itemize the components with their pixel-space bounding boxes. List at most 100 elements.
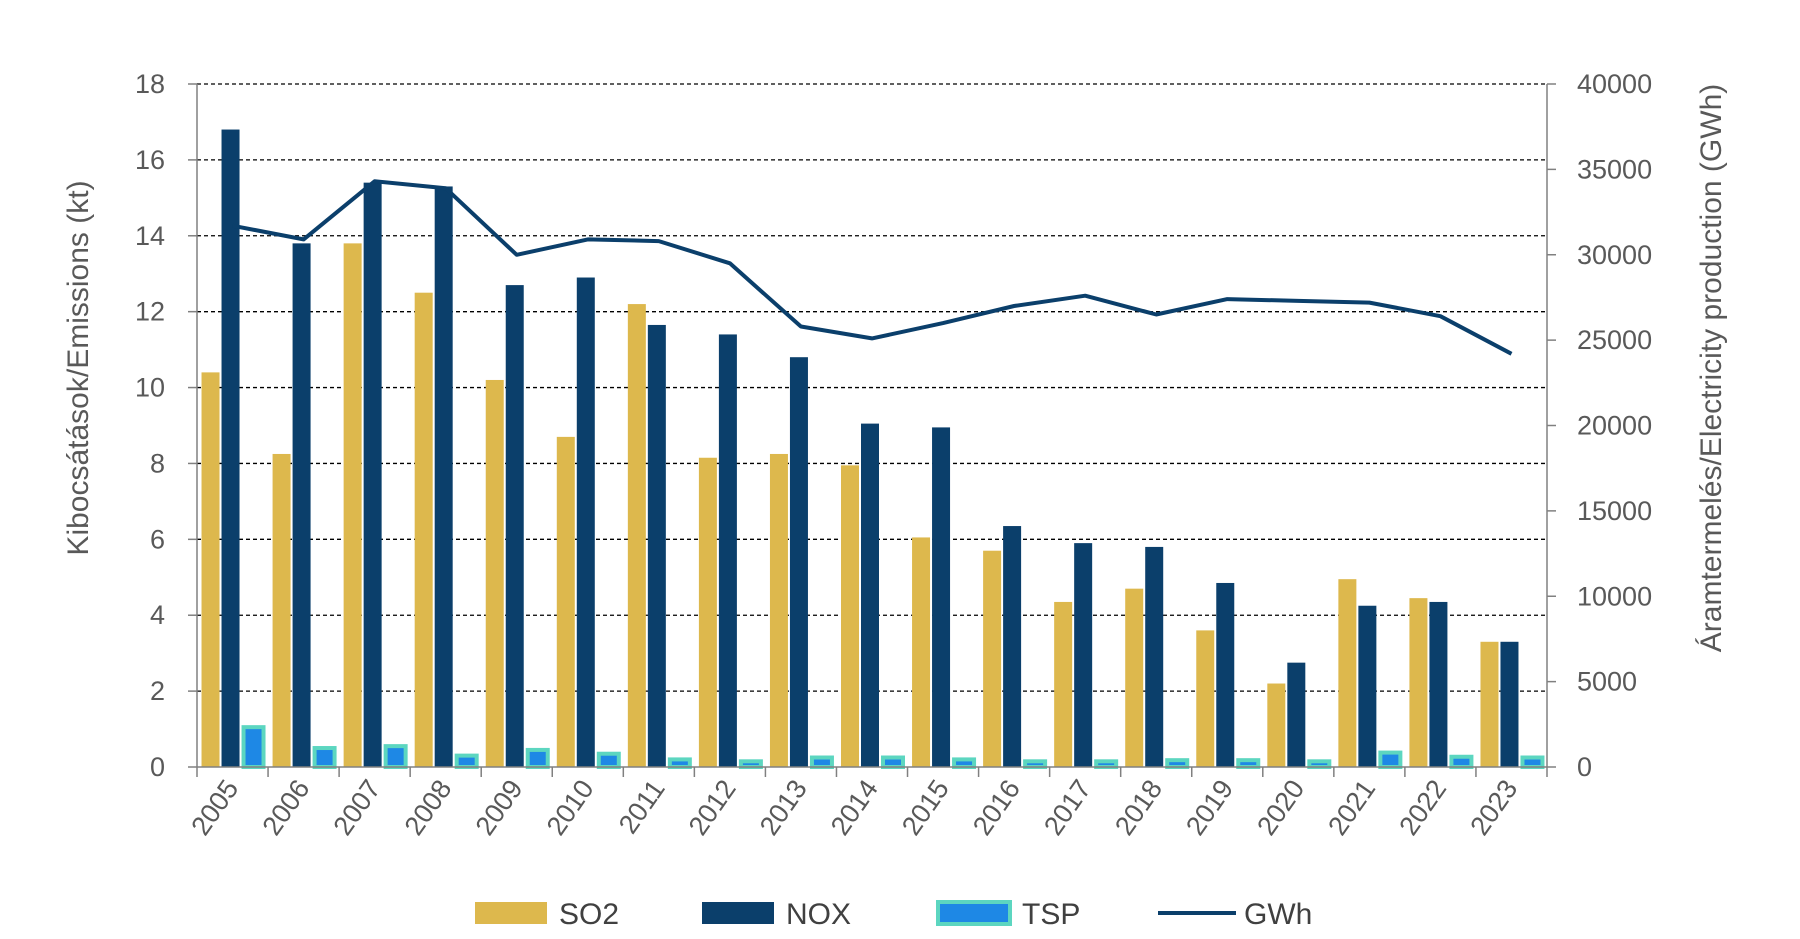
x-tick-label: 2018	[1109, 774, 1168, 840]
x-tick-label: 2016	[967, 774, 1026, 840]
legend-swatch-tsp	[936, 900, 1012, 926]
left-tick-label: 14	[135, 221, 165, 251]
x-tick-label: 2019	[1180, 774, 1239, 840]
right-tick-label: 30000	[1577, 240, 1652, 270]
bar-so2	[1480, 641, 1499, 767]
legend-swatch-so2	[475, 902, 547, 924]
bar-tsp	[312, 746, 337, 769]
bar-so2	[1409, 598, 1428, 767]
legend-swatch-nox	[702, 902, 774, 924]
bar-so2	[556, 436, 575, 767]
bar-nox	[434, 186, 453, 767]
bar-so2	[627, 304, 646, 767]
left-tick-label: 16	[135, 145, 165, 175]
bar-tsp	[667, 757, 692, 770]
bar-so2	[1267, 683, 1286, 767]
bar-so2	[272, 453, 291, 767]
right-tick-label: 10000	[1577, 581, 1652, 611]
bar-so2	[841, 465, 859, 767]
bar-tsp	[809, 755, 834, 770]
bar-so2	[1054, 601, 1073, 767]
bar-nox	[1216, 582, 1235, 767]
bar-tsp	[1165, 758, 1190, 769]
bar-so2	[414, 292, 433, 767]
bar-tsp	[596, 751, 621, 769]
right-tick-label: 15000	[1577, 496, 1652, 526]
bar-nox	[647, 324, 666, 767]
x-tick-label: 2007	[328, 774, 387, 840]
x-tick-label: 2005	[185, 774, 244, 840]
bar-nox	[292, 243, 311, 767]
bar-so2	[912, 537, 931, 767]
left-tick-label: 18	[135, 69, 165, 99]
bar-nox	[789, 357, 808, 767]
left-tick-label: 8	[150, 448, 165, 478]
bar-nox	[718, 334, 737, 767]
bar-so2	[485, 379, 504, 767]
x-tick-label: 2015	[896, 774, 955, 840]
x-tick-label: 2008	[399, 774, 458, 840]
bar-tsp	[454, 753, 479, 769]
bar-nox	[221, 129, 240, 768]
line-series	[232, 179, 1513, 356]
legend-label-nox: NOX	[786, 898, 851, 931]
x-tick-label: 2022	[1393, 774, 1452, 840]
bar-nox	[1074, 543, 1093, 767]
bar-tsp	[241, 725, 266, 769]
x-tick-label: 2006	[256, 774, 315, 840]
left-tick-label: 0	[150, 752, 165, 782]
left-tick-label: 12	[135, 297, 165, 327]
bar-so2	[343, 243, 362, 767]
bar-so2	[1338, 579, 1357, 767]
bar-so2	[201, 372, 220, 767]
bar-tsp	[525, 747, 550, 769]
bar-tsp	[881, 755, 905, 770]
bar-tsp	[1236, 758, 1261, 769]
right-tick-label: 40000	[1577, 69, 1652, 99]
x-tick-label: 2011	[613, 774, 671, 839]
bar-nox	[576, 277, 595, 767]
x-tick-label: 2009	[470, 774, 529, 840]
left-axis-ticks: 0 2 4 6 8 10 12 14 16 18	[135, 69, 197, 782]
right-tick-label: 0	[1577, 752, 1592, 782]
bar-tsp	[383, 744, 408, 769]
x-axis-ticks: 2005 2006 2007 2008 2009 2010 2011 2012 2013 2014…	[185, 767, 1548, 841]
bar-so2	[1125, 588, 1144, 767]
bar-nox	[861, 423, 879, 767]
x-tick-label: 2021	[1322, 774, 1381, 840]
x-tick-label: 2020	[1251, 774, 1310, 840]
bar-nox	[1358, 605, 1377, 767]
left-tick-label: 2	[150, 676, 165, 706]
right-tick-label: 35000	[1577, 154, 1652, 184]
bar-nox	[1429, 601, 1448, 767]
x-tick-label: 2010	[541, 774, 600, 840]
bar-nox	[363, 182, 382, 768]
bar-nox	[1003, 526, 1022, 767]
line-gwh	[232, 179, 1513, 356]
left-tick-label: 6	[150, 524, 165, 554]
left-tick-label: 4	[150, 600, 165, 630]
bar-tsp	[952, 757, 977, 770]
bar-series	[201, 129, 1545, 770]
right-axis-ticks: 0 5000 10000 15000 20000 25000 30000 35000 40000	[1547, 69, 1652, 782]
legend: SO2 NOX TSP GWh	[475, 898, 1312, 931]
x-tick-label: 2017	[1038, 774, 1097, 840]
right-tick-label: 20000	[1577, 411, 1652, 441]
bar-tsp	[738, 759, 763, 770]
legend-label-tsp: TSP	[1022, 898, 1080, 931]
legend-label-gwh: GWh	[1244, 898, 1312, 931]
bar-so2	[1196, 630, 1215, 767]
bar-tsp	[1094, 759, 1119, 770]
bar-tsp	[1307, 759, 1332, 770]
bar-tsp	[1520, 755, 1545, 770]
bar-nox	[1145, 546, 1164, 767]
x-tick-label: 2023	[1464, 774, 1523, 840]
bar-tsp	[1378, 750, 1403, 770]
bar-tsp	[1023, 759, 1048, 770]
bar-nox	[1500, 641, 1519, 767]
bar-nox	[505, 285, 524, 767]
x-tick-label: 2014	[825, 774, 884, 840]
right-tick-label: 25000	[1577, 325, 1652, 355]
right-tick-label: 5000	[1577, 667, 1637, 697]
